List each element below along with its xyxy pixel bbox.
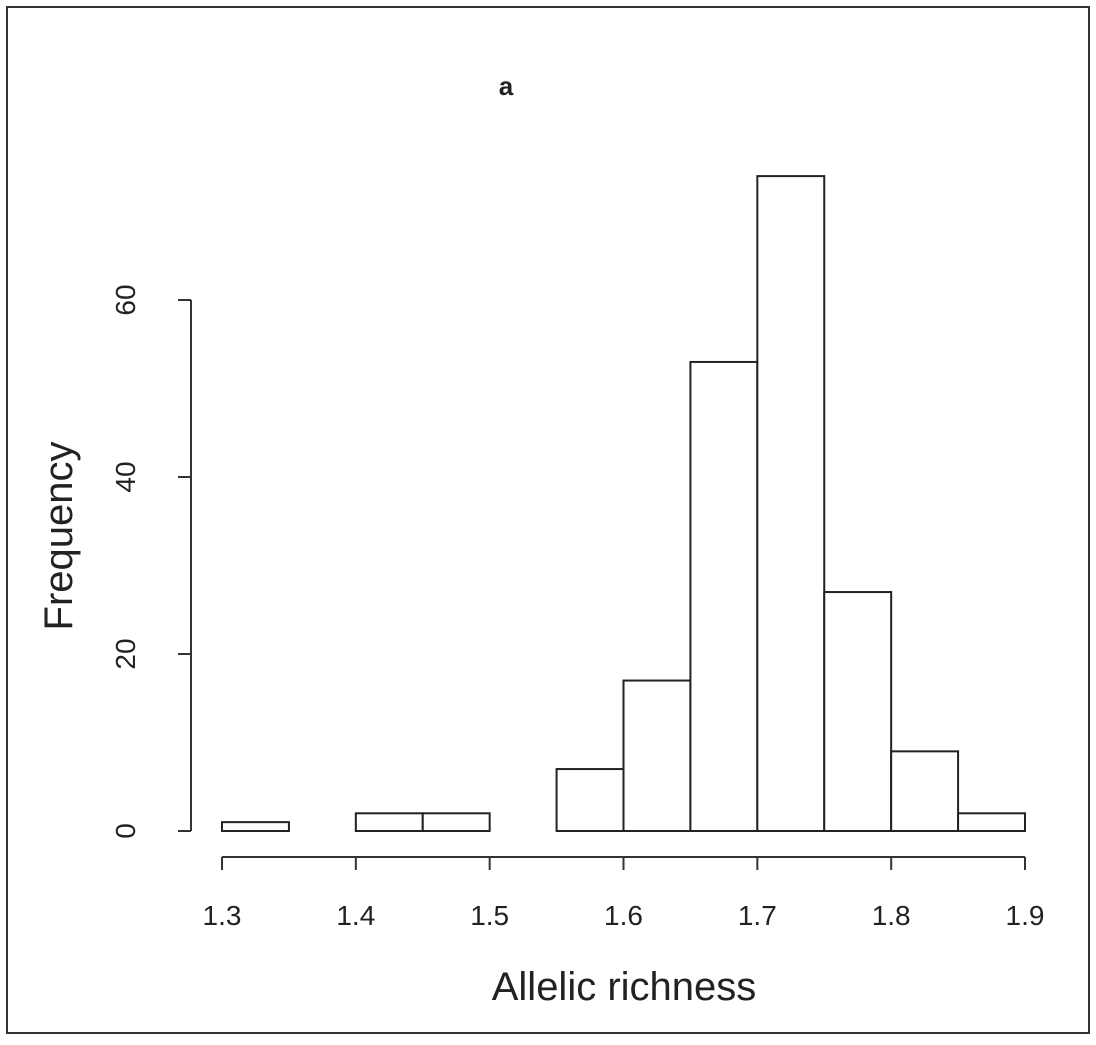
x-tick-label: 1.7 <box>738 900 777 931</box>
x-tick-label: 1.5 <box>470 900 509 931</box>
y-tick-label: 60 <box>110 284 141 315</box>
histogram-bar <box>221 821 290 833</box>
histogram-bar <box>421 812 491 832</box>
y-axis-label: Frequency <box>37 442 81 631</box>
x-axis-label: Allelic richness <box>492 965 757 1009</box>
histogram-bar <box>890 750 960 832</box>
figure-border <box>6 6 1090 1034</box>
histogram-bar <box>756 175 826 833</box>
bars-group <box>221 175 1026 833</box>
x-tick-label: 1.9 <box>1006 900 1045 931</box>
histogram-bar <box>957 812 1026 832</box>
histogram-bar <box>689 360 759 832</box>
histogram-bar <box>555 768 625 832</box>
x-tick-label: 1.8 <box>872 900 911 931</box>
chart-title: a <box>499 71 514 101</box>
y-axis: 0 20 40 60 <box>110 284 192 839</box>
x-axis: 1.3 1.4 1.5 1.6 1.7 1.8 1.9 <box>203 856 1045 931</box>
histogram-bar <box>622 679 692 832</box>
histogram-bar <box>823 591 893 832</box>
y-tick-label: 0 <box>110 823 141 839</box>
histogram-bar <box>354 812 424 832</box>
y-tick-label: 20 <box>110 638 141 669</box>
x-tick-label: 1.6 <box>604 900 643 931</box>
x-tick-label: 1.4 <box>336 900 375 931</box>
x-tick-label: 1.3 <box>203 900 242 931</box>
y-tick-label: 40 <box>110 461 141 492</box>
